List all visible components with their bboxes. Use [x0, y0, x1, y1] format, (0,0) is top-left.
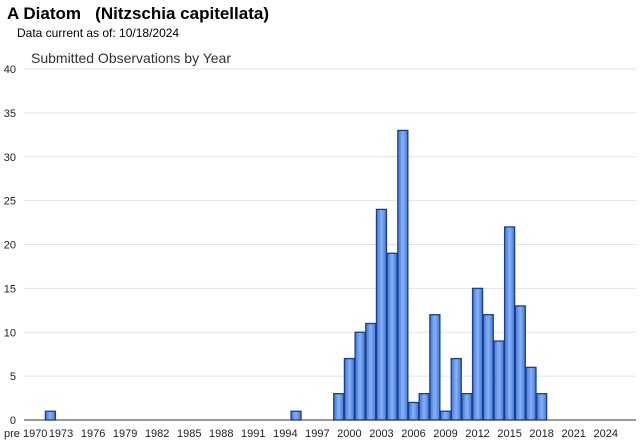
x-tick-label: 1982 — [145, 428, 169, 440]
bar — [493, 340, 505, 421]
x-tick-label: 1979 — [113, 428, 137, 440]
bar — [429, 314, 441, 421]
bar — [514, 305, 526, 421]
x-tick-label: 1973 — [49, 428, 73, 440]
y-tick-label: 25 — [4, 196, 16, 208]
bar — [397, 129, 409, 421]
bar — [333, 393, 345, 421]
bar — [365, 322, 377, 421]
x-tick-label: 2018 — [529, 428, 553, 440]
bar — [407, 401, 420, 421]
x-tick-label: 2021 — [561, 428, 585, 440]
bar — [536, 393, 548, 421]
x-tick-label: 2003 — [369, 428, 393, 440]
x-tick-label: 1976 — [81, 428, 105, 440]
x-tick-label: 1991 — [241, 428, 265, 440]
x-tick-label: 1994 — [273, 428, 297, 440]
y-tick-label: 20 — [4, 240, 16, 252]
y-tick-label: 30 — [4, 152, 16, 164]
y-tick-label: 15 — [4, 283, 16, 295]
y-tick-label: 10 — [4, 327, 16, 339]
x-tick-label: 2006 — [401, 428, 425, 440]
bar — [386, 252, 398, 421]
x-tick-label: 2009 — [433, 428, 457, 440]
x-tick-label: 1985 — [177, 428, 201, 440]
x-tick-label: 1997 — [305, 428, 329, 440]
bar — [471, 287, 484, 421]
bar — [461, 393, 473, 421]
bar — [44, 410, 57, 421]
y-tick-label: 40 — [4, 64, 16, 76]
x-tick-label: 2024 — [593, 428, 617, 440]
bar — [525, 366, 537, 421]
bar — [375, 208, 388, 421]
bar — [418, 393, 430, 421]
y-tick-label: 35 — [4, 108, 16, 120]
bar — [482, 314, 494, 421]
bar — [450, 357, 462, 421]
y-tick-label: 0 — [10, 415, 16, 427]
x-tick-label: 2012 — [465, 428, 489, 440]
bar — [503, 226, 516, 421]
chart-title: Submitted Observations by Year — [31, 50, 231, 66]
bar — [343, 357, 356, 421]
x-tick-label: pre 1970 — [4, 428, 47, 440]
page-title: A Diatom (Nitzschia capitellata) — [7, 4, 269, 23]
x-tick-label: 1988 — [209, 428, 233, 440]
bar — [290, 410, 302, 421]
x-tick-label: 2015 — [497, 428, 521, 440]
bar — [354, 331, 366, 421]
data-date: Data current as of: 10/18/2024 — [17, 26, 180, 40]
y-tick-label: 5 — [10, 371, 16, 383]
bar — [439, 410, 452, 421]
x-tick-label: 2000 — [337, 428, 361, 440]
